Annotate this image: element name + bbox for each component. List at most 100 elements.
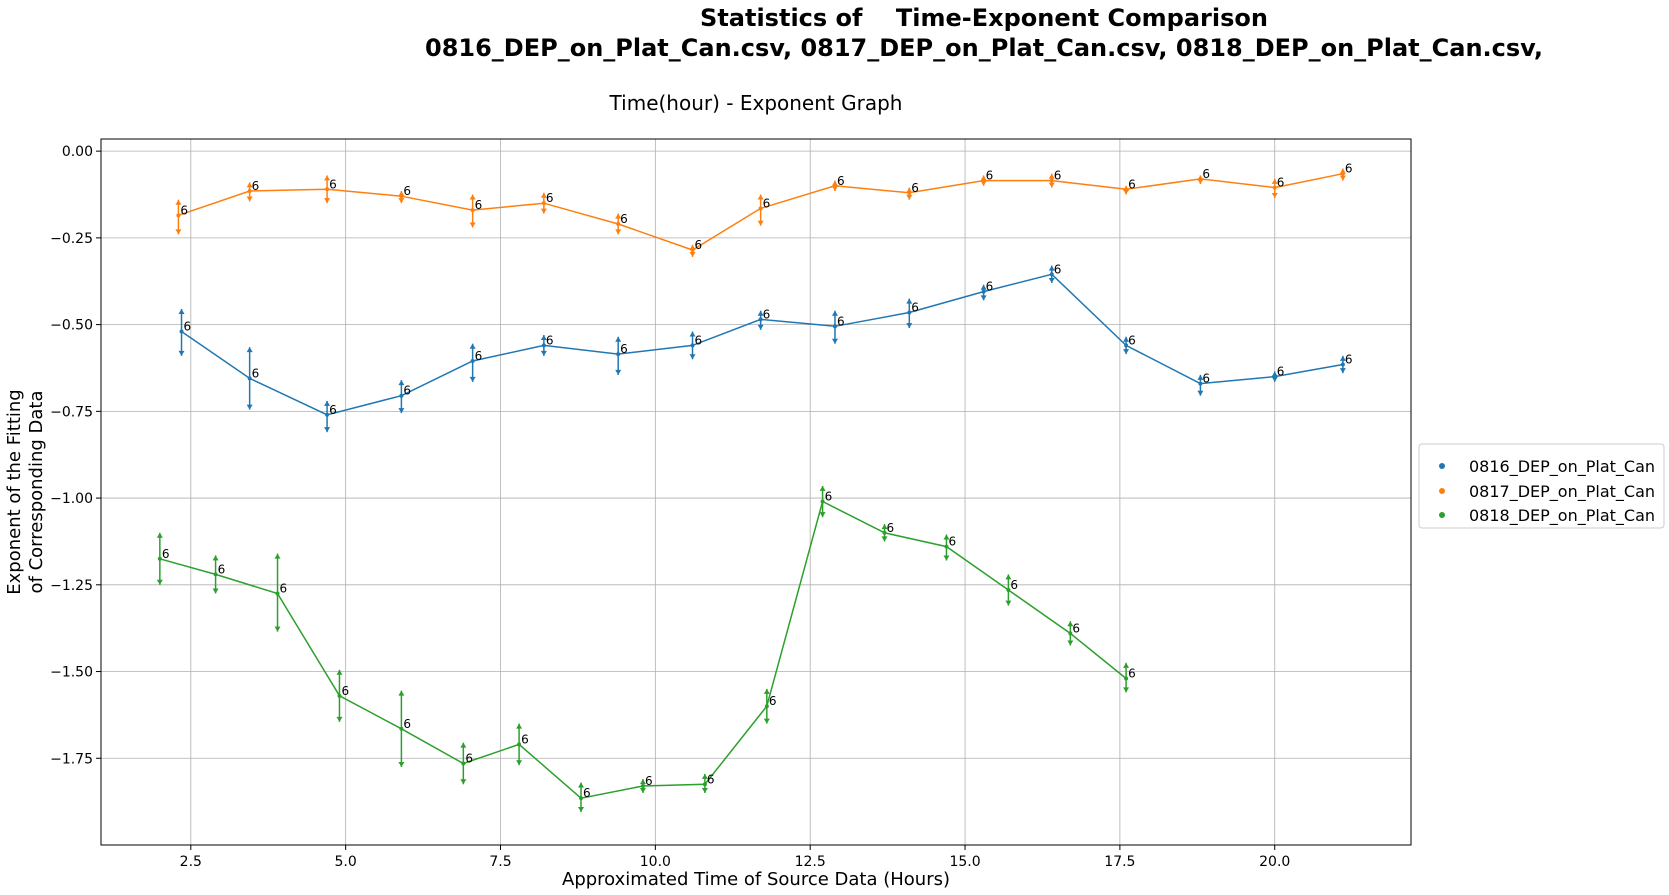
data-point [1340,362,1345,367]
error-cap-down-arrow [757,324,764,330]
error-cap-down-arrow [212,588,219,594]
error-cap-down-arrow [1271,376,1278,382]
data-point [981,289,986,294]
data-point [702,782,707,787]
error-cap-up-arrow [274,553,281,559]
data-label: 6 [180,203,188,217]
legend-marker-0816 [1439,463,1445,469]
legend-label-0816: 0816_DEP_on_Plat_Can [1469,457,1655,477]
x-tick-label: 5.0 [335,854,357,870]
data-label: 6 [521,732,529,746]
legend-marker-0817 [1439,488,1445,494]
data-label: 6 [184,320,192,334]
data-point [1006,588,1011,593]
data-label: 6 [280,581,288,595]
error-cap-down-arrow [689,251,696,257]
error-cap-down-arrow [906,194,913,200]
error-cap-up-arrow [1339,168,1346,174]
data-point [213,572,218,577]
data-label: 6 [911,300,919,314]
error-cap-down-arrow [540,208,547,214]
error-cap-up-arrow [1123,662,1130,668]
data-label: 6 [1054,169,1062,183]
data-label: 6 [465,751,473,765]
legend-frame [1418,443,1665,529]
data-point [1124,676,1129,681]
error-cap-down-arrow [336,716,343,722]
error-cap-up-arrow [819,485,826,491]
error-cap-down-arrow [578,807,585,813]
y-axis-label-line1: Exponent of the Fitting [4,389,25,594]
y-tick-label: −1.25 [50,578,93,594]
error-cap-up-arrow [639,779,646,785]
error-cap-up-arrow [246,347,253,353]
y-tick-label: −1.00 [50,491,93,507]
error-cap-down-arrow [881,536,888,542]
error-cap-up-arrow [1339,355,1346,361]
error-cap-up-arrow [1197,374,1204,380]
error-cap-up-arrow [980,284,987,290]
data-point [1124,343,1129,348]
data-point [832,183,837,188]
error-cap-up-arrow [1271,178,1278,184]
data-point [325,412,330,417]
suptitle-line1: Statistics of Time-Exponent Comparison [700,4,1268,32]
error-cap-down-arrow [1005,600,1012,606]
data-point [325,187,330,192]
data-label: 6 [837,314,845,328]
error-cap-up-arrow [1123,336,1130,342]
data-label: 6 [403,717,411,731]
error-cap-down-arrow [831,338,838,344]
data-label: 6 [218,562,226,576]
error-cap-up-arrow [212,555,219,561]
error-cap-up-arrow [246,182,253,188]
data-point [179,329,184,334]
data-label: 6 [887,521,895,535]
legend: 0816_DEP_on_Plat_Can 0817_DEP_on_Plat_Ca… [1418,443,1665,529]
error-cap-up-arrow [398,690,405,696]
error-cap-down-arrow [1067,640,1074,646]
data-point [882,530,887,535]
error-cap-down-arrow [178,350,185,356]
data-label: 6 [341,684,349,698]
data-label: 6 [645,774,653,788]
error-cap-up-arrow [398,380,405,386]
data-label: 6 [825,490,833,504]
data-point [820,499,825,504]
error-cap-down-arrow [1123,687,1130,693]
y-tick-label: −1.50 [50,665,93,681]
error-cap-down-arrow [1123,189,1130,195]
data-label: 6 [1128,177,1136,191]
data-label: 6 [403,184,411,198]
error-cap-down-arrow [246,196,253,202]
error-cap-down-arrow [639,787,646,793]
error-cap-down-arrow [763,718,770,724]
error-cap-up-arrow [906,298,913,304]
error-cap-down-arrow [398,761,405,767]
series-line [181,273,1344,416]
error-cap-up-arrow [980,175,987,181]
data-label: 6 [1202,167,1210,181]
y-tick-label: −0.25 [50,231,93,247]
data-label: 6 [1277,365,1285,379]
x-tick-label: 17.5 [1104,854,1135,870]
error-cap-up-arrow [831,310,838,316]
data-point [758,317,763,322]
error-cap-up-arrow [757,194,764,200]
error-cap-up-arrow [336,669,343,675]
data-point [1124,187,1129,192]
data-label: 6 [1010,578,1018,592]
error-cap-down-arrow [398,198,405,204]
data-point [616,221,621,226]
error-cap-down-arrow [1197,390,1204,396]
error-cap-down-arrow [156,579,163,585]
data-label: 6 [475,198,483,212]
data-point [517,742,522,747]
error-cap-down-arrow [324,427,331,433]
data-point [1068,631,1073,636]
data-point [247,189,252,194]
error-cap-up-arrow [324,400,331,406]
error-cap-down-arrow [540,350,547,356]
grid [101,139,1411,845]
